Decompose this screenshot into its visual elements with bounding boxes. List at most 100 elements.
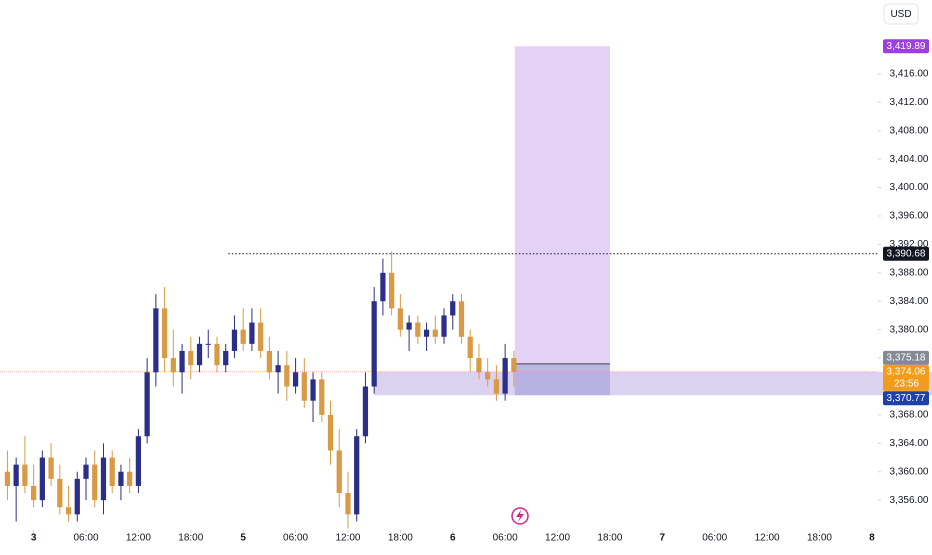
candle-body	[397, 308, 403, 330]
candle-body	[327, 414, 334, 451]
target-box	[514, 46, 610, 364]
zone	[374, 371, 932, 396]
candle-body	[423, 329, 430, 337]
x-tick-label: 12:00	[545, 533, 570, 544]
candle-body	[292, 372, 299, 387]
x-tick-label: 12:00	[755, 533, 780, 544]
candle-body	[441, 315, 447, 337]
candle-body	[13, 464, 19, 486]
candle-body	[511, 358, 517, 372]
price-badge	[883, 364, 929, 391]
candle-body	[48, 457, 54, 479]
candle-body	[467, 336, 473, 359]
price-badge-label: 3,375.18	[887, 353, 926, 364]
candle-body	[214, 343, 220, 366]
y-tick-label: 3,364.00	[890, 438, 929, 449]
price-badge	[883, 246, 929, 261]
currency-button[interactable]	[883, 3, 919, 25]
y-tick-label: 3,416.00	[890, 69, 929, 80]
candle-body	[22, 464, 28, 486]
currency[interactable]: USD	[890, 9, 911, 20]
candle-body	[144, 372, 150, 437]
candle-body	[345, 493, 351, 515]
candle-body	[310, 379, 316, 401]
candle-body	[39, 457, 45, 501]
price-badge-label: 3,419.89	[887, 41, 926, 52]
x-tick-label: 12:00	[335, 533, 360, 544]
candle-body	[231, 329, 238, 351]
x-tick-label: 6	[450, 533, 456, 544]
y-tick-label: 3,404.00	[890, 154, 929, 165]
candle-body	[406, 322, 412, 330]
bolt[interactable]	[516, 510, 524, 522]
candle-body	[100, 457, 107, 501]
candle-body	[249, 322, 255, 344]
candle-body	[135, 436, 142, 486]
candle-body	[476, 358, 482, 373]
candle-body	[92, 464, 98, 501]
x-tick-label: 06:00	[283, 533, 308, 544]
x-tick-label: 5	[240, 533, 246, 544]
x-tick-label: 18:00	[388, 533, 413, 544]
candle-body	[258, 322, 264, 351]
candle-body	[493, 379, 500, 394]
candle-body	[74, 478, 80, 515]
x-tick-label: 18:00	[807, 533, 832, 544]
candle-body	[275, 365, 281, 373]
y-tick-label: 3,412.00	[890, 97, 929, 108]
candle-body	[485, 372, 491, 380]
price-badge-label: 3,390.68	[887, 248, 926, 259]
candle-body	[153, 308, 159, 373]
candle-body	[223, 350, 229, 366]
candle-body	[240, 329, 246, 344]
candle-body	[354, 436, 360, 515]
candle-body	[380, 272, 386, 302]
y-tick-label: 3,380.00	[890, 324, 929, 335]
price-badge	[883, 350, 929, 365]
candle-body	[179, 350, 185, 373]
x-tick-label: 8	[869, 533, 875, 544]
y-tick-label: 3,392.00	[890, 239, 929, 250]
x-tick-label: 06:00	[493, 533, 518, 544]
price-badge	[883, 391, 929, 406]
candle-body	[415, 322, 421, 337]
candle-body	[319, 379, 325, 415]
bolt-icon[interactable]	[511, 507, 529, 525]
candle-body	[432, 329, 438, 337]
candle-body	[170, 358, 176, 373]
price-badge-label: 3,374.06	[887, 366, 926, 377]
candle-body	[161, 308, 168, 359]
candle-body	[362, 386, 369, 437]
candle-body	[127, 471, 133, 486]
y-tick-label: 3,388.00	[890, 267, 929, 278]
candle-body	[371, 301, 377, 387]
candle-body	[65, 507, 72, 515]
y-tick-label: 3,396.00	[890, 211, 929, 222]
countdown: 23:56	[894, 378, 919, 389]
y-tick-label: 3,408.00	[890, 125, 929, 136]
candle-body	[389, 272, 395, 309]
x-tick-label: 12:00	[126, 533, 151, 544]
candle-body	[196, 343, 203, 366]
candle-body	[30, 485, 37, 501]
y-tick-label: 3,356.00	[890, 495, 929, 506]
price-badge-label: 3,370.77	[887, 393, 926, 404]
x-tick-label: 06:00	[702, 533, 727, 544]
candle-body	[4, 471, 11, 486]
y-tick-label: 3,400.00	[890, 182, 929, 193]
candle-body	[118, 471, 124, 486]
candle-body	[450, 301, 456, 316]
y-tick-label: 3,368.00	[890, 410, 929, 421]
candle-body	[57, 478, 63, 508]
candle-body	[502, 358, 508, 394]
candle-body	[266, 350, 273, 373]
candle-body	[301, 372, 307, 401]
stop-box	[514, 363, 610, 396]
candle-body	[83, 464, 89, 479]
x-tick-label: 18:00	[178, 533, 203, 544]
y-tick-label: 3,384.00	[890, 296, 929, 307]
candle-body	[458, 301, 465, 337]
price-badge	[883, 39, 929, 54]
